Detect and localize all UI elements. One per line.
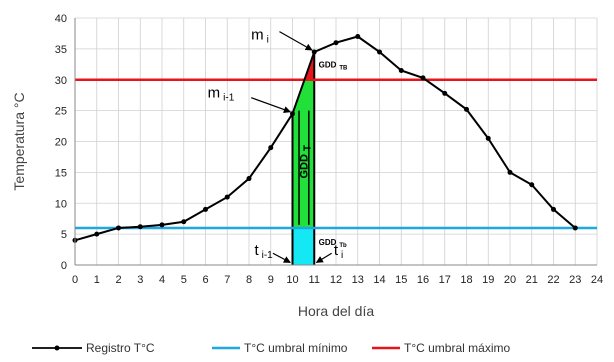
axes: 0 1 2 3 4 5 6 7 8 9 10 11 12 13 14 15 16 17 18 19 20 21 22 23 24… bbox=[11, 13, 603, 319]
arrow-m-i bbox=[279, 31, 313, 51]
data-point bbox=[181, 219, 187, 225]
x-tick-label: 8 bbox=[246, 274, 252, 286]
data-point bbox=[246, 176, 252, 182]
data-point bbox=[94, 231, 100, 237]
x-axis-title: Hora del día bbox=[298, 303, 374, 319]
gdd-tb-lower-area bbox=[292, 227, 315, 265]
annotations: m i m i-1 t i-1 t i GDD TB GDD Tb GDDT bbox=[208, 27, 348, 264]
data-point bbox=[485, 135, 491, 141]
y-tick-label: 5 bbox=[61, 229, 67, 241]
y-tick-label: 20 bbox=[55, 137, 67, 149]
x-tick-label: 10 bbox=[286, 274, 298, 286]
legend-marker bbox=[54, 345, 60, 351]
threshold-lines bbox=[75, 78, 597, 230]
data-point bbox=[333, 40, 339, 46]
x-tick-label: 0 bbox=[72, 274, 78, 286]
y-tick-label: 35 bbox=[55, 44, 67, 56]
x-tick-label: 17 bbox=[439, 274, 451, 286]
data-point bbox=[551, 206, 556, 212]
registro-line bbox=[74, 35, 576, 242]
data-point bbox=[420, 75, 426, 81]
x-tick-label: 1 bbox=[94, 274, 100, 286]
data-point bbox=[398, 67, 404, 73]
x-tick-label: 9 bbox=[268, 274, 274, 286]
legend-umbral-minimo: T°C umbral mínimo bbox=[212, 341, 348, 355]
y-tick-label: 10 bbox=[55, 198, 67, 210]
data-point bbox=[268, 145, 274, 151]
legend-label: T°C umbral máximo bbox=[404, 341, 510, 355]
x-tick-label: 2 bbox=[115, 274, 121, 286]
data-point bbox=[377, 49, 382, 55]
data-point bbox=[311, 49, 317, 55]
label-m-prev: m i-1 bbox=[208, 85, 235, 104]
x-tick-label: 5 bbox=[181, 274, 187, 286]
x-tick-label: 4 bbox=[159, 274, 165, 286]
temperature-series bbox=[72, 34, 578, 243]
x-tick-label: 16 bbox=[417, 274, 429, 286]
x-tick-label: 13 bbox=[352, 274, 364, 286]
data-point bbox=[464, 106, 469, 112]
x-tick-label: 18 bbox=[460, 274, 472, 286]
data-point bbox=[442, 90, 448, 96]
x-tick-label: 19 bbox=[482, 274, 494, 286]
x-tick-label: 22 bbox=[547, 274, 559, 286]
x-tick-label: 3 bbox=[137, 274, 143, 286]
data-point bbox=[507, 169, 513, 175]
data-point bbox=[116, 225, 121, 231]
data-point bbox=[572, 225, 578, 231]
label-gdd-tb-lower: GDD Tb bbox=[319, 238, 347, 249]
x-tick-label: 20 bbox=[504, 274, 516, 286]
legend-label: Registro T°C bbox=[86, 341, 155, 355]
label-gdd-tb-upper: GDD TB bbox=[319, 60, 348, 71]
data-point bbox=[529, 182, 535, 188]
x-tick-label: 21 bbox=[526, 274, 538, 286]
legend: Registro T°C T°C umbral mínimo T°C umbral … bbox=[32, 341, 510, 355]
x-tick-label: 23 bbox=[569, 274, 581, 286]
legend-label: T°C umbral mínimo bbox=[244, 341, 348, 355]
y-tick-label: 0 bbox=[61, 260, 67, 272]
legend-registro: Registro T°C bbox=[32, 341, 155, 355]
x-tick-label: 11 bbox=[309, 274, 320, 286]
legend-umbral-maximo: T°C umbral máximo bbox=[372, 341, 510, 355]
x-tick-label: 15 bbox=[395, 274, 407, 286]
y-tick-label: 30 bbox=[55, 75, 67, 87]
data-point bbox=[203, 206, 208, 212]
data-point bbox=[290, 111, 295, 117]
data-point bbox=[224, 194, 230, 200]
y-tick-label: 15 bbox=[55, 167, 67, 179]
label-gdd-t: GDDT bbox=[298, 145, 313, 179]
y-axis-title: Temperatura °C bbox=[11, 92, 27, 190]
x-tick-label: 24 bbox=[591, 274, 603, 286]
x-tick-label: 7 bbox=[224, 274, 230, 286]
arrow-m-prev bbox=[250, 97, 292, 114]
data-point bbox=[355, 34, 361, 40]
arrow-t-i bbox=[315, 252, 332, 264]
x-tick-label: 6 bbox=[202, 274, 208, 286]
label-t-prev: t i-1 bbox=[254, 242, 273, 261]
x-tick-label: 12 bbox=[330, 274, 342, 286]
y-tick-label: 40 bbox=[55, 13, 67, 25]
data-point bbox=[137, 224, 143, 230]
x-tick-label: 14 bbox=[373, 274, 385, 286]
y-tick-label: 25 bbox=[55, 106, 67, 118]
data-point bbox=[159, 222, 165, 228]
arrow-t-prev bbox=[272, 252, 291, 264]
